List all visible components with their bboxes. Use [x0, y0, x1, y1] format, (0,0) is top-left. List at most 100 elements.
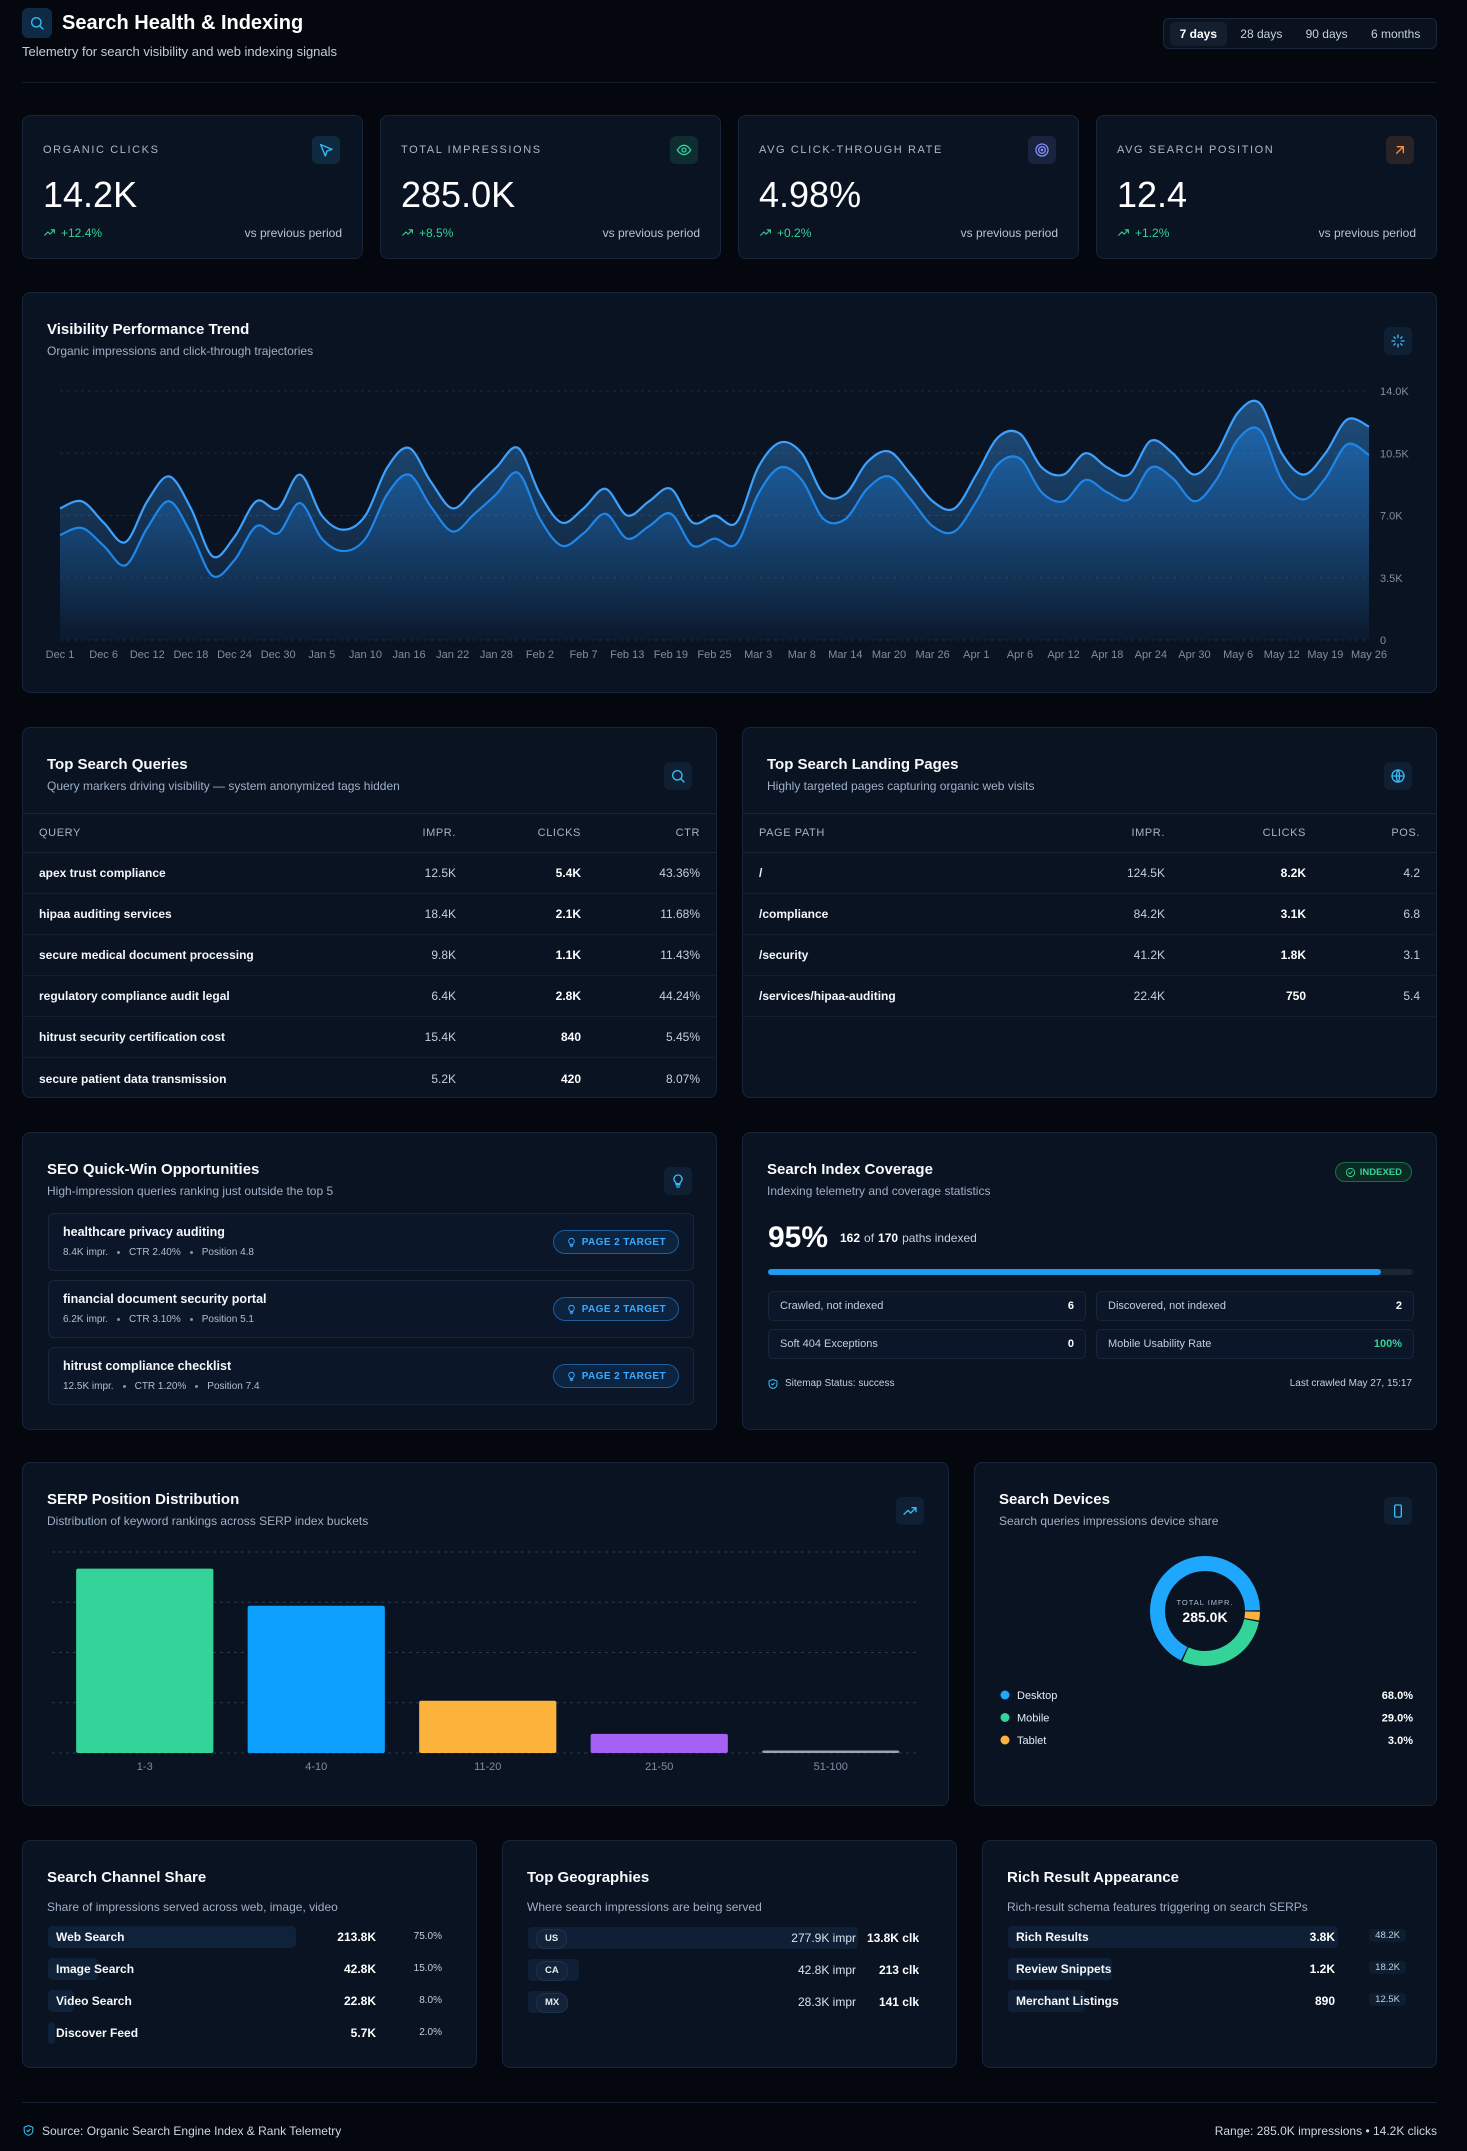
rich-impressions: 12.5K	[1369, 1993, 1406, 2006]
x-tick-label: 51-100	[814, 1761, 848, 1773]
opportunity-meta: 8.4K impr. CTR 2.40% Position 4.8	[63, 1247, 254, 1258]
kpi-card: AVG CLICK-THROUGH RATE 4.98% +0.2% vs previ…	[738, 115, 1079, 259]
icon-part	[1118, 229, 1129, 236]
rich-name: Review Snippets	[1016, 1962, 1112, 1976]
geo-impressions: 28.3K impr	[797, 1995, 856, 2009]
kpi-label: AVG CLICK-THROUGH RATE	[759, 144, 943, 156]
table-rule	[23, 813, 716, 814]
share-bar	[48, 2022, 55, 2044]
footer-divider	[22, 2102, 1437, 2103]
icon-part	[903, 1507, 917, 1515]
x-tick-label: Feb 7	[570, 649, 598, 661]
stat-label: Soft 404 Exceptions	[780, 1338, 878, 1350]
legend-value: 3.0%	[1388, 1735, 1413, 1747]
bar	[247, 1605, 385, 1753]
geo-impressions: 277.9K impr	[791, 1931, 856, 1945]
stat-value: 2	[1395, 1300, 1402, 1312]
card-title: Rich Result Appearance	[1007, 1869, 1179, 1886]
table-cell: 3.1	[1403, 948, 1420, 962]
range-tab[interactable]: 28 days	[1240, 26, 1283, 41]
table-cell: 18.4K	[424, 907, 456, 921]
bar	[590, 1733, 728, 1753]
table-cell: /security	[759, 948, 809, 962]
table-cell: 12.5K	[424, 866, 456, 880]
x-tick-label: Jan 28	[480, 649, 513, 661]
icon-part	[31, 17, 42, 28]
meta-ctr: CTR 3.10%	[129, 1314, 181, 1325]
channel-impressions: 213.8K	[337, 1930, 376, 1944]
geo-clicks: 213 clk	[878, 1963, 919, 1977]
bar	[76, 1568, 214, 1753]
icon-part	[23, 2125, 34, 2136]
table-cell: /	[759, 866, 763, 880]
icon-box	[312, 136, 340, 164]
bar	[419, 1700, 557, 1753]
table-row: hipaa auditing services 18.4K 2.1K 11.68%	[23, 894, 716, 935]
country-code: CA	[536, 1961, 568, 1981]
x-tick-label: Apr 6	[1007, 649, 1033, 661]
icon-part	[768, 1379, 778, 1389]
badge-text: PAGE 2 TARGET	[581, 1370, 666, 1382]
target-badge[interactable]: PAGE 2 TARGET	[552, 1230, 679, 1254]
center-label: TOTAL IMPR.	[1176, 1598, 1233, 1607]
bar-chart: 1-3 4-10 11-20 21-50 51-100	[52, 1551, 920, 1773]
x-tick-label: Mar 26	[916, 649, 950, 661]
table-header: PAGE PATH IMPR. CLICKS POS.	[743, 814, 1436, 853]
table-cell: 43.36%	[659, 866, 700, 880]
bar	[762, 1750, 900, 1753]
rich-name: Merchant Listings	[1016, 1994, 1119, 2008]
opportunity-meta: 12.5K impr. CTR 1.20% Position 7.4	[63, 1381, 260, 1392]
trend-chart: 0 3.5K 7.0K 10.5K 14.0K Dec 1 Dec 6 Dec 12 Dec 1…	[46, 386, 1410, 661]
table-cell: hitrust security certification cost	[39, 1030, 226, 1044]
card-subtitle: Where search impressions are being serve…	[527, 1900, 762, 1914]
opportunity-query: financial document security portal	[63, 1292, 267, 1306]
channel-share: 15.0%	[413, 1963, 442, 1974]
x-tick-label: Apr 24	[1135, 649, 1167, 661]
area-fill	[60, 427, 1369, 640]
channel-impressions: 22.8K	[343, 1994, 376, 2008]
icon	[31, 17, 44, 30]
range-tab[interactable]: 7 days	[1169, 21, 1227, 46]
x-tick-label: Apr 30	[1178, 649, 1210, 661]
share-bar	[48, 1958, 98, 1980]
x-tick-label: Dec 1	[46, 649, 75, 661]
footer-source: Source: Organic Search Engine Index & Ra…	[42, 2124, 342, 2138]
table-cell: secure medical document processing	[39, 948, 254, 962]
table-cell: /services/hipaa-auditing	[759, 989, 896, 1003]
range-tab[interactable]: 90 days	[1305, 26, 1348, 41]
x-tick-label: 4-10	[305, 1761, 327, 1773]
table-cell: regulatory compliance audit legal	[39, 989, 230, 1003]
separator-dot	[189, 1318, 193, 1321]
kpi-change: +12.4%	[61, 226, 103, 240]
icon	[1118, 229, 1129, 236]
icon-part	[1040, 148, 1044, 152]
table-row: / 124.5K 8.2K 4.2	[743, 853, 1436, 894]
meta-ctr: CTR 2.40%	[129, 1247, 181, 1258]
icon-part	[568, 1237, 575, 1247]
table-cell: 41.2K	[1133, 948, 1165, 962]
table-rule	[743, 813, 1436, 814]
opportunity-query: healthcare privacy auditing	[63, 1225, 225, 1239]
quick-wins-card: SEO Quick-Win Opportunities High-impressi…	[22, 1132, 717, 1430]
target-badge[interactable]: PAGE 2 TARGET	[552, 1364, 679, 1388]
range-tabs: 7 days 28 days 90 days 6 months	[1163, 18, 1437, 49]
icon-part	[676, 144, 692, 156]
stat-label: Mobile Usability Rate	[1108, 1338, 1212, 1350]
indexed-count: 162 of 170 paths indexed	[840, 1231, 977, 1245]
status-badge: INDEXED	[1334, 1162, 1412, 1182]
column-header: IMPR.	[422, 827, 456, 839]
pages-card: Top Search Landing Pages Highly targeted …	[742, 727, 1437, 1098]
x-tick-label: Dec 18	[173, 649, 208, 661]
x-tick-label: Mar 14	[828, 649, 862, 661]
table-cell: apex trust compliance	[39, 866, 166, 880]
channel-card: Search Channel Share Share of impressions…	[22, 1840, 477, 2068]
meta-impressions: 6.2K impr.	[63, 1314, 109, 1325]
share-bar	[48, 1926, 296, 1948]
card-title: SEO Quick-Win Opportunities	[47, 1161, 260, 1178]
y-tick-label: 14.0K	[1380, 386, 1409, 398]
page-subtitle: Telemetry for search visibility and web …	[22, 44, 338, 59]
range-tab[interactable]: 6 months	[1370, 26, 1421, 41]
x-tick-label: May 6	[1223, 649, 1253, 661]
target-badge[interactable]: PAGE 2 TARGET	[552, 1297, 679, 1321]
page-title: Search Health & Indexing	[62, 12, 304, 34]
